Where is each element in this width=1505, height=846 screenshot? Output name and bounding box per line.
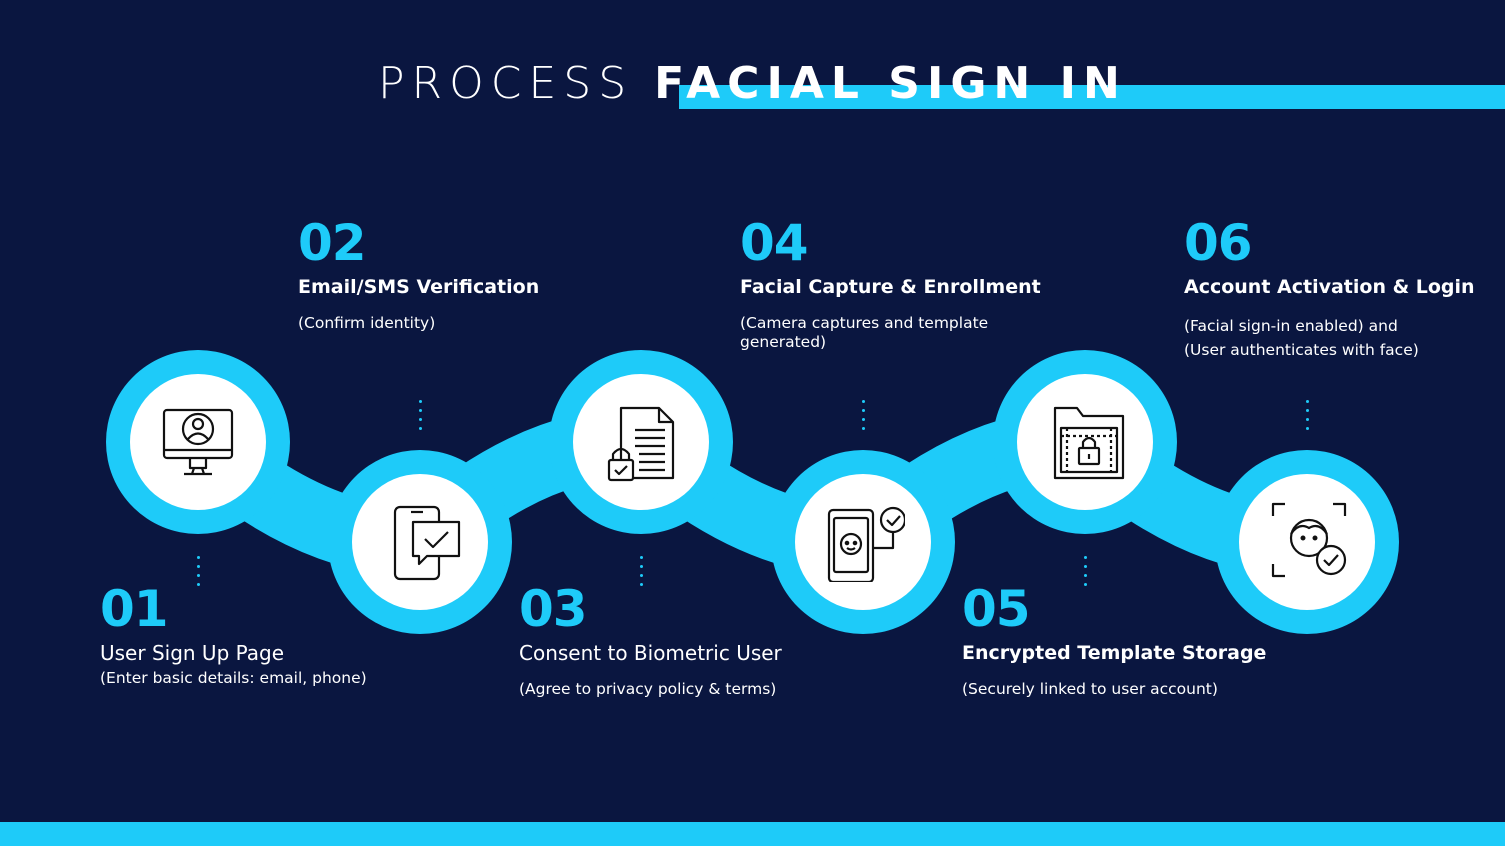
title-bold: FACIAL SIGN IN (654, 58, 1127, 109)
step-06-number: 06 (1184, 214, 1253, 272)
step-03-title: Consent to Biometric User (519, 641, 782, 665)
step-01-number: 01 (100, 580, 169, 638)
step-06-title: Account Activation & Login (1184, 276, 1475, 298)
step-01-circle (130, 374, 266, 510)
step-02-desc: (Confirm identity) (298, 314, 436, 332)
step-05-title: Encrypted Template Storage (962, 642, 1267, 664)
step-05-desc: (Securely linked to user account) (962, 680, 1218, 698)
step-03-number: 03 (519, 580, 588, 638)
phone-chat-check-icon (385, 502, 465, 582)
face-verified-icon (1269, 500, 1349, 580)
step-03-desc: (Agree to privacy policy & terms) (519, 680, 777, 698)
step-05-circle (1017, 374, 1153, 510)
connector-01 (197, 556, 201, 592)
title-light: PROCESS (378, 58, 634, 109)
step-05-number: 05 (962, 580, 1031, 638)
step-04-desc: (Camera captures and template generated) (740, 314, 989, 351)
step-02-number: 02 (298, 214, 367, 272)
document-lock-icon (603, 404, 683, 484)
step-03-circle (573, 374, 709, 510)
step-06-desc: (Facial sign-in enabled) and (User authe… (1184, 317, 1419, 359)
footer-accent-bar (0, 822, 1505, 846)
connector-04 (862, 400, 866, 436)
step-01-title: User Sign Up Page (100, 641, 285, 665)
user-monitor-icon (158, 402, 238, 482)
connector-03 (640, 556, 644, 592)
phone-face-scan-icon (825, 502, 907, 584)
connector-05 (1084, 556, 1088, 592)
page-title: PROCESS FACIAL SIGN IN (378, 58, 1127, 109)
step-04-number: 04 (740, 214, 809, 272)
step-04-title: Facial Capture & Enrollment (740, 276, 1041, 298)
title-accent-bar (679, 85, 1505, 109)
folder-lock-icon (1047, 404, 1127, 484)
connector-06 (1306, 400, 1310, 436)
step-02-title: Email/SMS Verification (298, 276, 540, 298)
connector-02 (419, 400, 423, 436)
step-01-desc: (Enter basic details: email, phone) (100, 669, 367, 687)
